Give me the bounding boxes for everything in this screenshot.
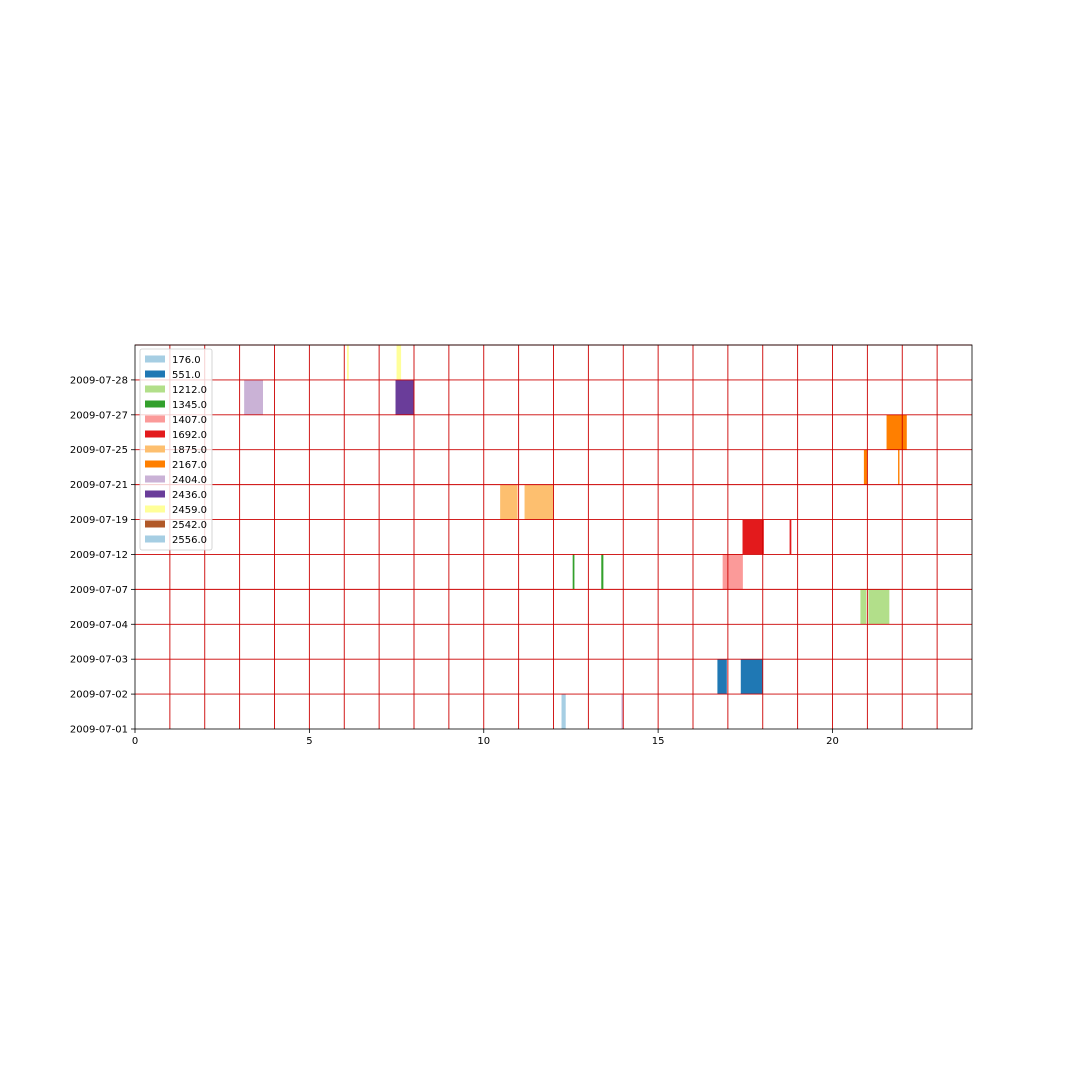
bars-layer xyxy=(244,345,907,729)
legend-box xyxy=(139,348,213,551)
legend-swatch xyxy=(145,505,165,513)
legend-swatch xyxy=(145,460,165,468)
legend-swatch xyxy=(145,445,165,453)
bar-2459_0-0 xyxy=(347,345,349,380)
legend-label: 2167.0 xyxy=(172,460,207,471)
bar-1692_0-0 xyxy=(742,519,764,555)
y-tick-label: 2009-07-19 xyxy=(70,515,128,526)
legend-label: 2556.0 xyxy=(172,535,207,546)
x-axis: 0 5 10 15 20 xyxy=(132,729,839,747)
x-tick-label: 20 xyxy=(826,736,839,747)
bar-1692_0-1 xyxy=(789,519,792,555)
y-tick-label: 2009-07-25 xyxy=(70,445,128,456)
y-tick-label: 2009-07-01 xyxy=(70,725,128,736)
legend-swatch xyxy=(145,535,165,543)
bar-1345_0-1 xyxy=(601,554,604,590)
bar-2167_0-1 xyxy=(898,449,900,485)
bar-551_0-0 xyxy=(717,659,727,695)
legend: 176.0 551.0 1212.0 1345.0 1407.0 1692.0 1875.0… xyxy=(139,348,213,551)
legend-label: 2459.0 xyxy=(172,505,207,516)
y-tick-label: 2009-07-27 xyxy=(70,410,128,421)
plot-area: 0 5 10 15 20 2009-07-012009-07-022009-07-032… xyxy=(70,344,973,747)
bar-1875_0-1 xyxy=(524,484,554,520)
axes-frame xyxy=(134,344,973,730)
x-tick-label: 15 xyxy=(652,736,665,747)
bar-1212_0-0 xyxy=(860,589,867,625)
y-tick-label: 2009-07-03 xyxy=(70,655,128,666)
bar-176_0-0 xyxy=(561,694,566,729)
legend-swatch xyxy=(145,355,165,363)
bar-1345_0-0 xyxy=(572,554,575,590)
legend-swatch xyxy=(145,475,165,483)
bar-2436_0-0 xyxy=(395,379,414,415)
y-tick-label: 2009-07-28 xyxy=(70,375,128,386)
legend-label: 2542.0 xyxy=(172,520,207,531)
bar-1212_0-1 xyxy=(868,589,890,625)
x-tick-label: 5 xyxy=(306,736,312,747)
bar-551_0-1 xyxy=(740,659,763,695)
bar-1875_0-0 xyxy=(500,484,518,520)
bar-2167_0-0 xyxy=(886,414,907,450)
legend-label: 551.0 xyxy=(172,370,201,381)
legend-label: 1407.0 xyxy=(172,415,207,426)
legend-label: 2404.0 xyxy=(172,475,207,486)
legend-label: 1692.0 xyxy=(172,430,207,441)
y-tick-label: 2009-07-21 xyxy=(70,480,128,491)
y-tick-label: 2009-07-07 xyxy=(70,585,128,596)
y-tick-label: 2009-07-04 xyxy=(70,620,128,631)
legend-label: 1212.0 xyxy=(172,385,207,396)
legend-swatch xyxy=(145,430,165,438)
legend-label: 2436.0 xyxy=(172,490,207,501)
y-tick-label: 2009-07-02 xyxy=(70,690,128,701)
bar-2404_0-0 xyxy=(244,379,263,415)
legend-label: 1875.0 xyxy=(172,445,207,456)
legend-swatch xyxy=(145,385,165,393)
bar-2404_0-0 xyxy=(621,694,624,729)
legend-swatch xyxy=(145,370,165,378)
y-tick-label: 2009-07-12 xyxy=(70,550,128,561)
bar-1407_0-0 xyxy=(722,554,743,590)
legend-swatch xyxy=(145,415,165,423)
bar-2167_0-0 xyxy=(863,449,868,485)
x-tick-label: 0 xyxy=(132,736,138,747)
legend-swatch xyxy=(145,520,165,528)
legend-swatch xyxy=(145,490,165,498)
legend-swatch xyxy=(145,400,165,408)
y-axis: 2009-07-01 2009-07-02 2009-07-03 2009-07-04… xyxy=(70,375,135,736)
legend-label: 1345.0 xyxy=(172,400,207,411)
x-tick-label: 10 xyxy=(477,736,490,747)
legend-label: 176.0 xyxy=(172,355,201,366)
bar-2459_0-1 xyxy=(396,345,402,380)
